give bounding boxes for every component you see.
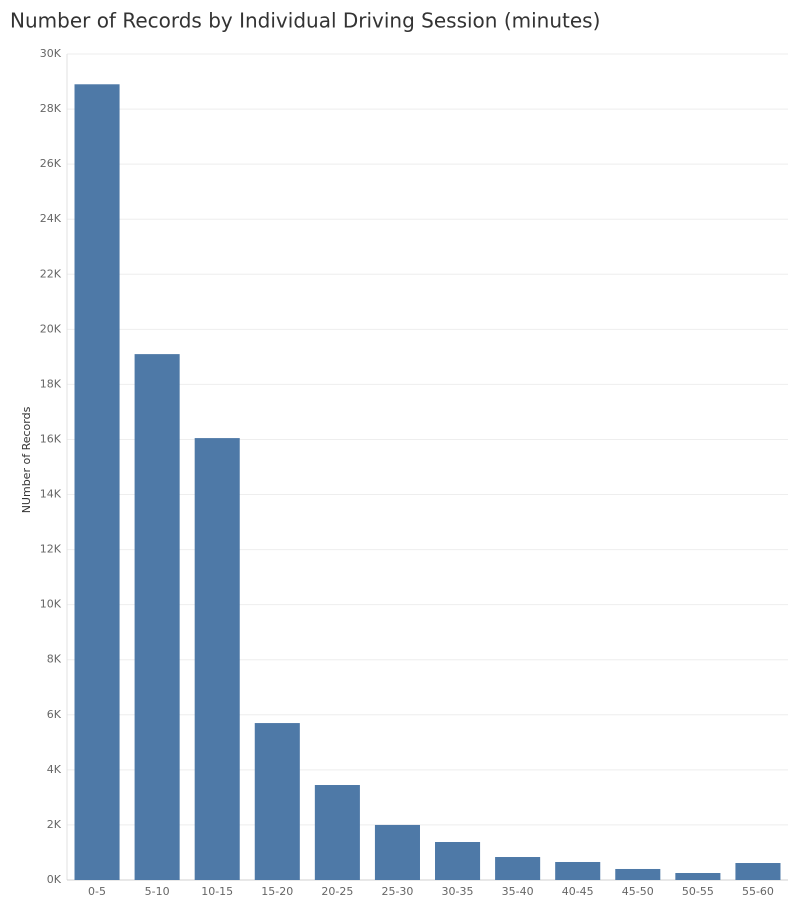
x-tick-label: 0-5 xyxy=(88,885,106,898)
y-tick-label: 12K xyxy=(40,543,62,556)
bar xyxy=(675,873,721,880)
y-tick-label: 30K xyxy=(40,47,62,60)
bar xyxy=(314,785,360,880)
y-tick-label: 22K xyxy=(40,267,62,280)
y-tick-label: 14K xyxy=(40,488,62,501)
y-tick-label: 16K xyxy=(40,432,62,445)
x-tick-label: 20-25 xyxy=(321,885,353,898)
x-tick-label: 55-60 xyxy=(742,885,774,898)
x-tick-label: 35-40 xyxy=(502,885,534,898)
y-tick-label: 24K xyxy=(40,212,62,225)
x-tick-label: 40-45 xyxy=(562,885,594,898)
bar xyxy=(194,438,240,880)
bar xyxy=(74,84,120,880)
bar xyxy=(254,723,300,880)
y-tick-label: 10K xyxy=(40,598,62,611)
bar xyxy=(134,354,180,880)
x-tick-label: 45-50 xyxy=(622,885,654,898)
y-axis-title: NUmber of Records xyxy=(20,406,33,513)
bar xyxy=(735,863,781,880)
y-tick-label: 4K xyxy=(47,763,62,776)
bar xyxy=(555,861,601,880)
y-tick-label: 28K xyxy=(40,102,62,115)
chart-title: Number of Records by Individual Driving … xyxy=(10,9,600,33)
x-tick-label: 5-10 xyxy=(145,885,170,898)
x-tick-label: 10-15 xyxy=(201,885,233,898)
bar xyxy=(374,824,420,880)
y-tick-label: 18K xyxy=(40,377,62,390)
bar xyxy=(435,842,481,880)
y-tick-label: 20K xyxy=(40,322,62,335)
bar xyxy=(615,868,661,880)
y-tick-label: 8K xyxy=(47,653,62,666)
y-tick-label: 6K xyxy=(47,708,62,721)
y-tick-label: 26K xyxy=(40,157,62,170)
x-tick-label: 50-55 xyxy=(682,885,714,898)
x-tick-label: 25-30 xyxy=(381,885,413,898)
y-tick-label: 2K xyxy=(47,818,62,831)
x-tick-label: 15-20 xyxy=(261,885,293,898)
x-tick-label: 30-35 xyxy=(442,885,474,898)
y-tick-label: 0K xyxy=(47,873,62,886)
bar xyxy=(495,857,541,880)
